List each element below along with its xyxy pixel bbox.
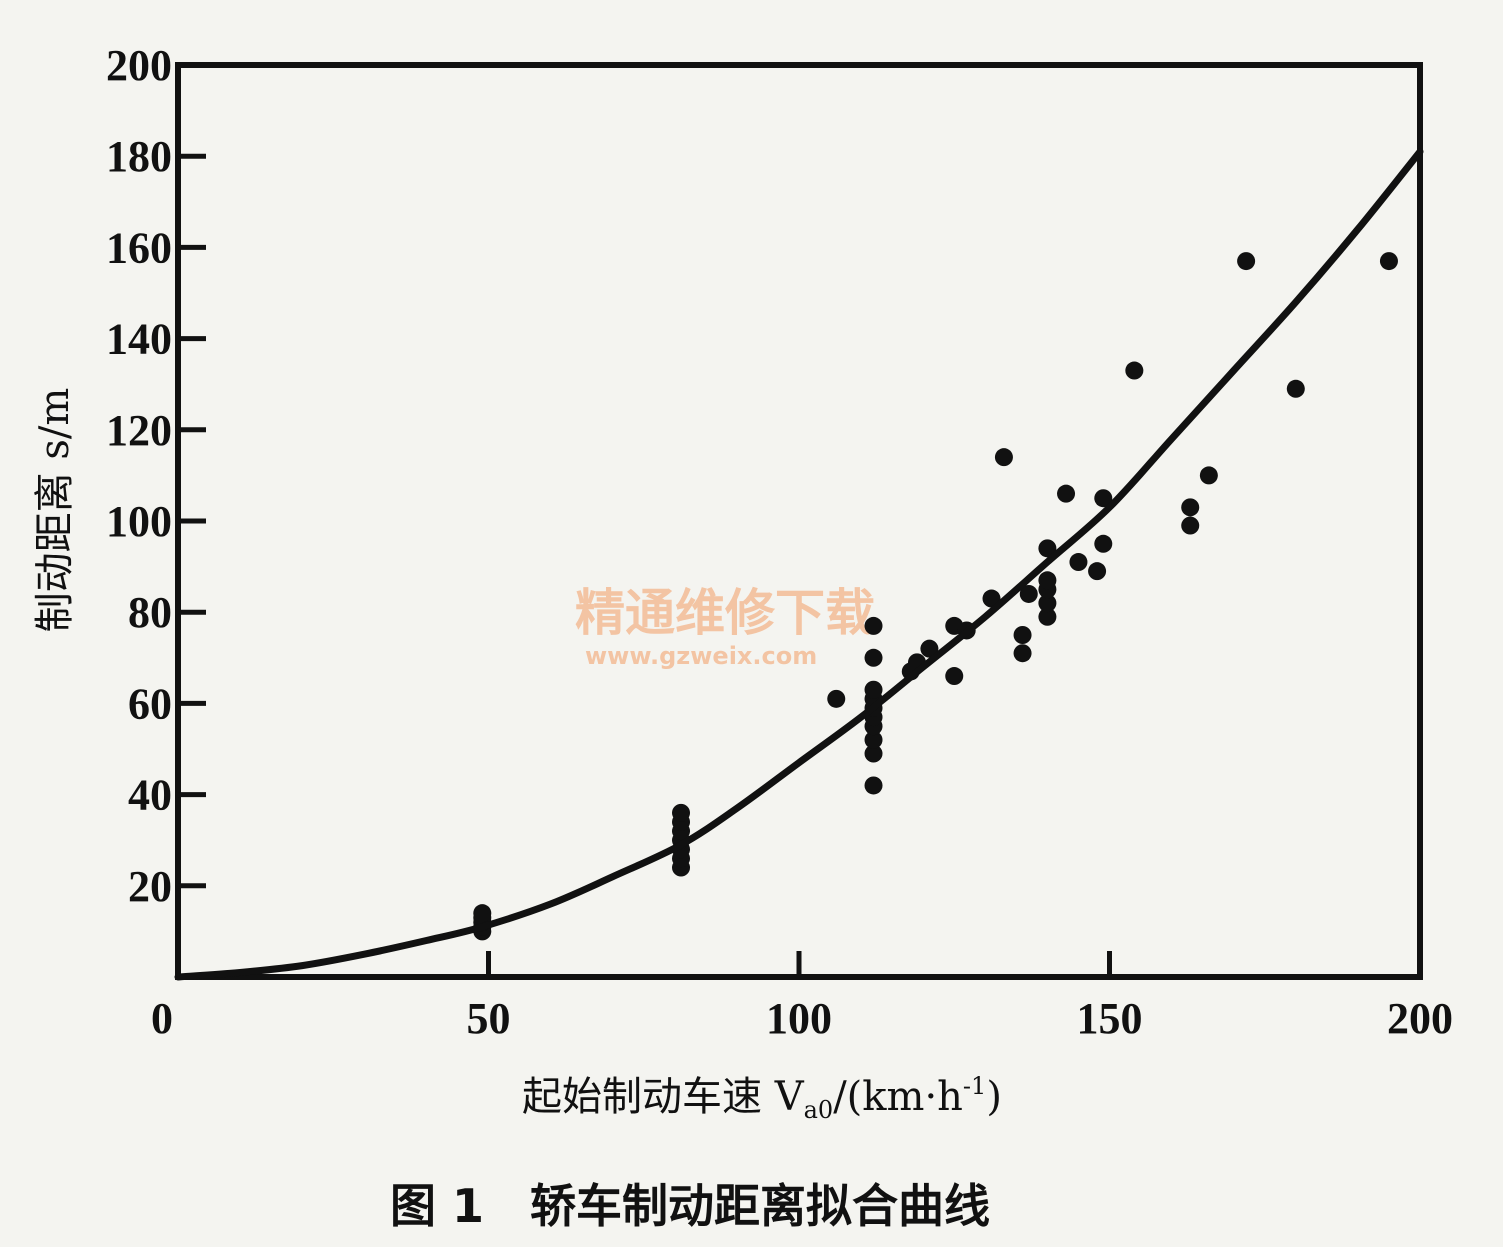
y-tick-label: 80 [128,588,172,637]
x-tick-label: 50 [467,994,511,1043]
y-tick-label: 200 [106,41,172,90]
data-point [1237,252,1256,271]
data-point [1094,534,1113,553]
data-point [1057,484,1076,503]
x-axis-ticks: 0 50 100 150 200 [151,951,1453,1043]
data-point [1181,498,1200,517]
data-point [994,448,1013,467]
data-point [1286,379,1305,398]
data-point [1038,607,1057,626]
y-tick-label: 140 [106,315,172,364]
y-tick-label: 100 [106,497,172,546]
data-point [1038,539,1057,558]
y-tick-label: 60 [128,679,172,728]
y-tick-label: 40 [128,771,172,820]
data-point [1094,489,1113,508]
x-tick-label: 100 [766,994,832,1043]
data-point [864,616,883,635]
x-tick-label: 150 [1077,994,1143,1043]
data-point [864,648,883,667]
y-tick-label: 120 [106,406,172,455]
x-axis-title-main: 起始制动车速 V [522,1074,805,1120]
y-axis-ticks: 20 40 60 80 100 120 140 160 180 200 [106,41,206,911]
data-point [1038,594,1057,613]
data-point [1088,562,1107,581]
data-point [1069,553,1088,572]
data-point [864,730,883,749]
x-axis-title-subscript: a0 [804,1096,834,1124]
figure-caption: 图 1 轿车制动距离拟合曲线 [390,1179,990,1233]
fit-curve [174,148,1424,981]
data-point [1013,626,1032,644]
x-tick-label: 200 [1387,994,1453,1043]
x-axis-title-close: ) [986,1074,1002,1120]
data-point [864,776,883,795]
x-axis-title-superscript: -1 [963,1072,986,1100]
data-point [945,667,964,686]
data-point [920,639,939,658]
watermark-text: 精通维修下载 [575,584,875,642]
data-point [473,904,492,923]
data-point [1019,584,1038,603]
y-tick-label: 20 [128,862,172,911]
x-axis-title: 起始制动车速 Va0/(km·h-1) [522,1072,1002,1124]
plot-frame [175,62,1423,980]
data-point [1013,644,1032,663]
data-point [827,689,846,708]
watermark-url: www.gzweix.com [585,642,817,670]
y-tick-label: 160 [106,223,172,272]
data-point [1379,252,1398,271]
data-point [864,680,883,699]
data-point [1199,466,1218,485]
data-point [1181,516,1200,535]
y-tick-label: 180 [106,132,172,181]
data-point [1125,361,1144,380]
x-axis-title-unit: /(km·h [833,1074,963,1120]
data-point [672,803,691,822]
data-point [1038,571,1057,590]
data-point [864,744,883,763]
x-tick-label: 0 [151,994,173,1043]
y-axis-title: 制动距离 s/m [32,388,78,633]
